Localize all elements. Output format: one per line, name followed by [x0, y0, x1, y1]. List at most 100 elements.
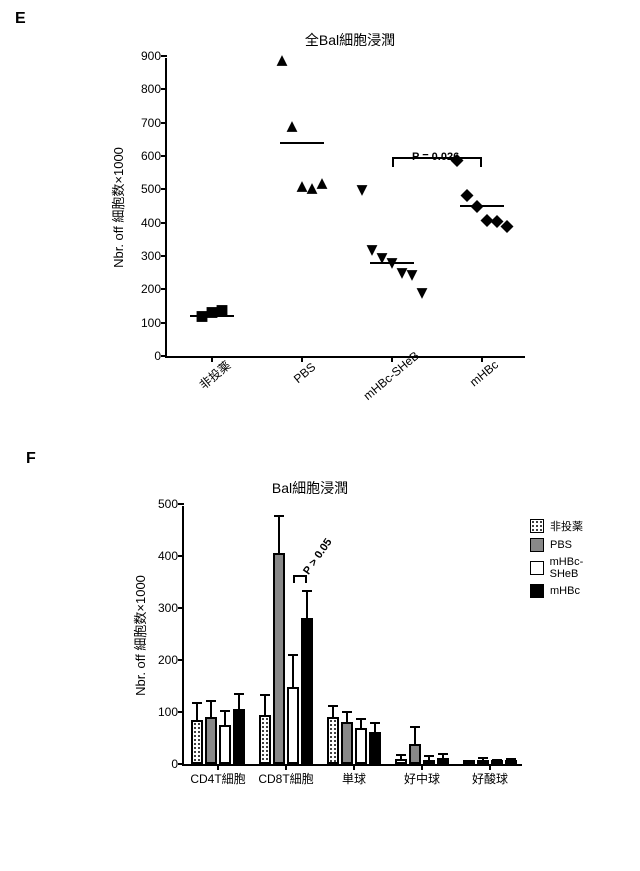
error-cap: [478, 757, 488, 759]
bar: [341, 722, 353, 764]
xtick-label: mHBc: [467, 358, 501, 390]
chart-f-legend: 非投薬 PBS mHBc-SHeB mHBc: [530, 518, 610, 602]
legend-label: mHBc: [550, 585, 580, 597]
chart-e-plot: Nbr. off 細胞数×1000 0100200300400500600700…: [165, 58, 525, 358]
data-point: [276, 54, 289, 72]
pvalue-text: P > 0.05: [301, 536, 334, 577]
error-cap: [220, 710, 230, 712]
ytick-mark: [161, 55, 167, 57]
chart-f-title: Bal細胞浸潤: [170, 478, 450, 498]
legend-item: 非投薬: [530, 518, 610, 534]
legend-label: 非投薬: [550, 518, 583, 534]
bar: [219, 725, 231, 764]
ytick-mark: [161, 88, 167, 90]
chart-e-ylabel: Nbr. off 細胞数×1000: [108, 147, 127, 268]
bar: [437, 758, 449, 764]
xtick-mark: [391, 356, 393, 362]
error-cap: [288, 654, 298, 656]
legend-item: PBS: [530, 538, 610, 552]
error-cap: [506, 758, 516, 760]
xtick-label: PBS: [291, 360, 318, 386]
data-point: [316, 177, 329, 195]
median-line: [280, 142, 324, 144]
ytick-mark: [178, 763, 184, 765]
xtick-mark: [301, 356, 303, 362]
error-bar: [374, 724, 376, 732]
xtick-mark: [421, 764, 423, 770]
error-bar: [346, 713, 348, 722]
panel-e-label: E: [15, 10, 26, 28]
ytick-mark: [178, 711, 184, 713]
error-bar: [224, 712, 226, 725]
error-bar: [292, 656, 294, 687]
error-cap: [356, 718, 366, 720]
bar: [205, 717, 217, 764]
error-bar: [510, 760, 512, 762]
bar: [423, 760, 435, 764]
bar: [301, 618, 313, 764]
chart-f-ylabel: Nbr. off 細胞数×1000: [130, 575, 149, 696]
chart-e-title: 全Bal細胞浸潤: [170, 30, 530, 50]
error-cap: [342, 711, 352, 713]
data-point: [406, 269, 419, 287]
bar: [395, 759, 407, 764]
bar: [259, 715, 271, 764]
bar: [273, 553, 285, 764]
legend-swatch: [530, 561, 544, 575]
error-cap: [274, 515, 284, 517]
xtick-mark: [285, 764, 287, 770]
xtick-label: 好中球: [404, 770, 440, 787]
error-bar: [210, 702, 212, 718]
ytick-mark: [161, 188, 167, 190]
ytick-mark: [178, 555, 184, 557]
median-line: [460, 205, 504, 207]
bar: [409, 744, 421, 764]
bar: [233, 709, 245, 764]
ytick-mark: [178, 659, 184, 661]
bar: [191, 720, 203, 764]
error-bar: [482, 759, 484, 761]
error-cap: [302, 590, 312, 592]
ytick-mark: [178, 607, 184, 609]
error-cap: [234, 693, 244, 695]
xtick-label: CD4T細胞: [190, 770, 245, 787]
chart-f-plot: Nbr. off 細胞数×1000 0100200300400500CD4T細胞…: [182, 506, 522, 766]
error-bar: [264, 696, 266, 714]
error-bar: [496, 761, 498, 763]
ytick-mark: [161, 255, 167, 257]
xtick-mark: [489, 764, 491, 770]
legend-item: mHBc-SHeB: [530, 556, 610, 580]
bar: [369, 732, 381, 764]
xtick-mark: [481, 356, 483, 362]
xtick-label: 単球: [342, 770, 366, 787]
data-point: [286, 120, 299, 138]
error-cap: [424, 755, 434, 757]
error-cap: [192, 702, 202, 704]
bar: [287, 687, 299, 764]
error-bar: [238, 695, 240, 710]
error-cap: [328, 705, 338, 707]
error-cap: [260, 694, 270, 696]
xtick-label: 好酸球: [472, 770, 508, 787]
ytick-mark: [161, 355, 167, 357]
bar: [327, 717, 339, 764]
error-cap: [464, 760, 474, 762]
xtick-mark: [353, 764, 355, 770]
error-cap: [492, 759, 502, 761]
panel-f-label: F: [26, 450, 36, 468]
chart-e: 全Bal細胞浸潤 Nbr. off 細胞数×1000 0100200300400…: [110, 30, 530, 358]
ytick-mark: [161, 322, 167, 324]
error-bar: [400, 756, 402, 759]
ytick-mark: [161, 155, 167, 157]
legend-swatch: [530, 519, 544, 533]
significance-bracket: [293, 575, 307, 585]
error-cap: [370, 722, 380, 724]
median-line: [190, 315, 234, 317]
chart-f: Bal細胞浸潤 Nbr. off 細胞数×1000 01002003004005…: [130, 478, 610, 766]
legend-swatch: [530, 584, 544, 598]
legend-item: mHBc: [530, 584, 610, 598]
xtick-label: 非投薬: [195, 357, 234, 393]
legend-label: mHBc-SHeB: [550, 556, 610, 580]
data-point: [356, 184, 369, 202]
xtick-mark: [211, 356, 213, 362]
